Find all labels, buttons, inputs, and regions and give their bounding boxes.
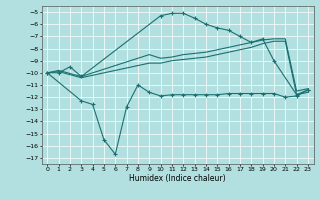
X-axis label: Humidex (Indice chaleur): Humidex (Indice chaleur) [129, 174, 226, 183]
